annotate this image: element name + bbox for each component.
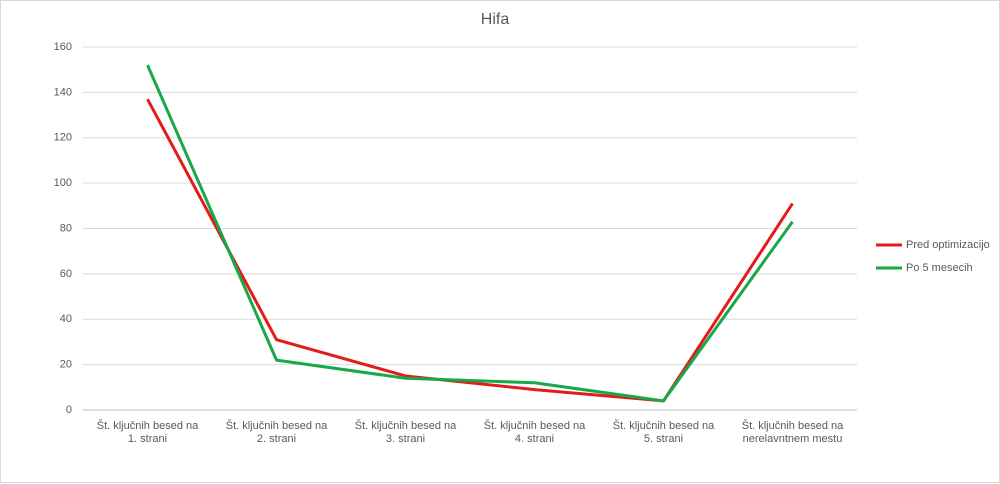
x-tick-label: Št. ključnih besed na 3. strani xyxy=(354,420,457,445)
chart-title: Hifa xyxy=(481,11,510,28)
legend-label: Pred optimizacijo xyxy=(906,239,990,251)
legend-label: Po 5 mesecih xyxy=(906,262,973,274)
x-tick-label: Št. ključnih besed na 4. strani xyxy=(483,420,586,445)
y-tick-label: 120 xyxy=(54,132,72,144)
y-tick-label: 160 xyxy=(54,41,72,53)
y-tick-label: 80 xyxy=(60,222,72,234)
y-tick-label: 0 xyxy=(66,404,72,416)
y-tick-label: 60 xyxy=(60,268,72,280)
y-tick-label: 20 xyxy=(60,359,72,371)
x-tick-label: Št. ključnih besed na 5. strani xyxy=(612,420,715,445)
x-tick-label: Št. ključnih besed na 1. strani xyxy=(96,420,199,445)
y-tick-label: 140 xyxy=(54,86,72,98)
y-tick-label: 100 xyxy=(54,177,72,189)
series-line xyxy=(146,98,794,403)
series-line xyxy=(146,64,794,403)
x-tick-label: Št. ključnih besed na nerelavntnem mestu xyxy=(741,420,844,445)
x-tick-label: Št. ključnih besed na 2. strani xyxy=(225,420,328,445)
y-tick-label: 40 xyxy=(60,313,72,325)
